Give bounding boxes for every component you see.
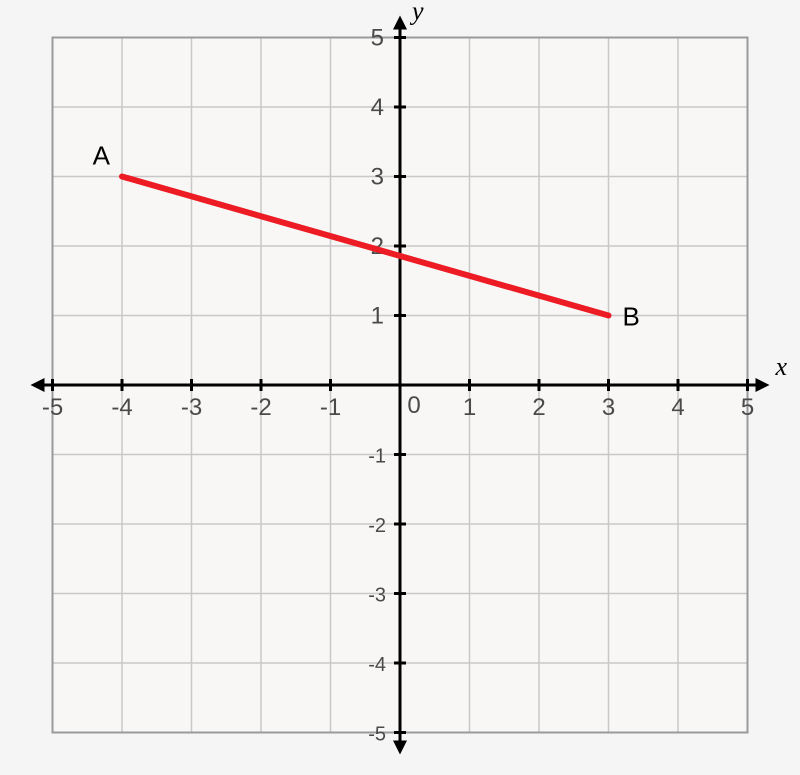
y-tick-label-pos-1: 1 [371, 303, 384, 330]
coordinate-plane-chart: 12345-1-2-3-4-512345-1-2-3-4-50xyAB [0, 0, 800, 775]
y-tick-label-neg-3: -3 [368, 585, 386, 607]
x-tick-label-neg-4: -4 [111, 394, 132, 421]
x-tick-label-pos-5: 5 [741, 394, 754, 421]
x-tick-label-pos-4: 4 [671, 394, 684, 421]
x-tick-label-neg-2: -2 [250, 394, 271, 421]
x-tick-label-neg-3: -3 [181, 394, 202, 421]
y-tick-label-pos-4: 4 [371, 94, 384, 121]
point-label-a: A [93, 141, 111, 171]
origin-label: 0 [407, 392, 420, 419]
y-tick-label-neg-2: -2 [368, 515, 386, 537]
y-tick-label-neg-5: -5 [368, 724, 386, 746]
y-tick-label-pos-3: 3 [371, 164, 384, 191]
y-axis-label: y [409, 0, 424, 26]
x-tick-label-pos-1: 1 [463, 394, 476, 421]
x-tick-label-pos-3: 3 [602, 394, 615, 421]
y-tick-label-pos-5: 5 [371, 25, 384, 52]
y-tick-label-neg-4: -4 [368, 654, 386, 676]
y-tick-label-neg-1: -1 [368, 446, 386, 468]
x-axis-label: x [775, 352, 788, 381]
x-tick-label-neg-5: -5 [42, 394, 63, 421]
point-label-b: B [623, 302, 640, 332]
x-tick-label-neg-1: -1 [320, 394, 341, 421]
x-tick-label-pos-2: 2 [532, 394, 545, 421]
chart-svg: 12345-1-2-3-4-512345-1-2-3-4-50xyAB [0, 0, 800, 775]
